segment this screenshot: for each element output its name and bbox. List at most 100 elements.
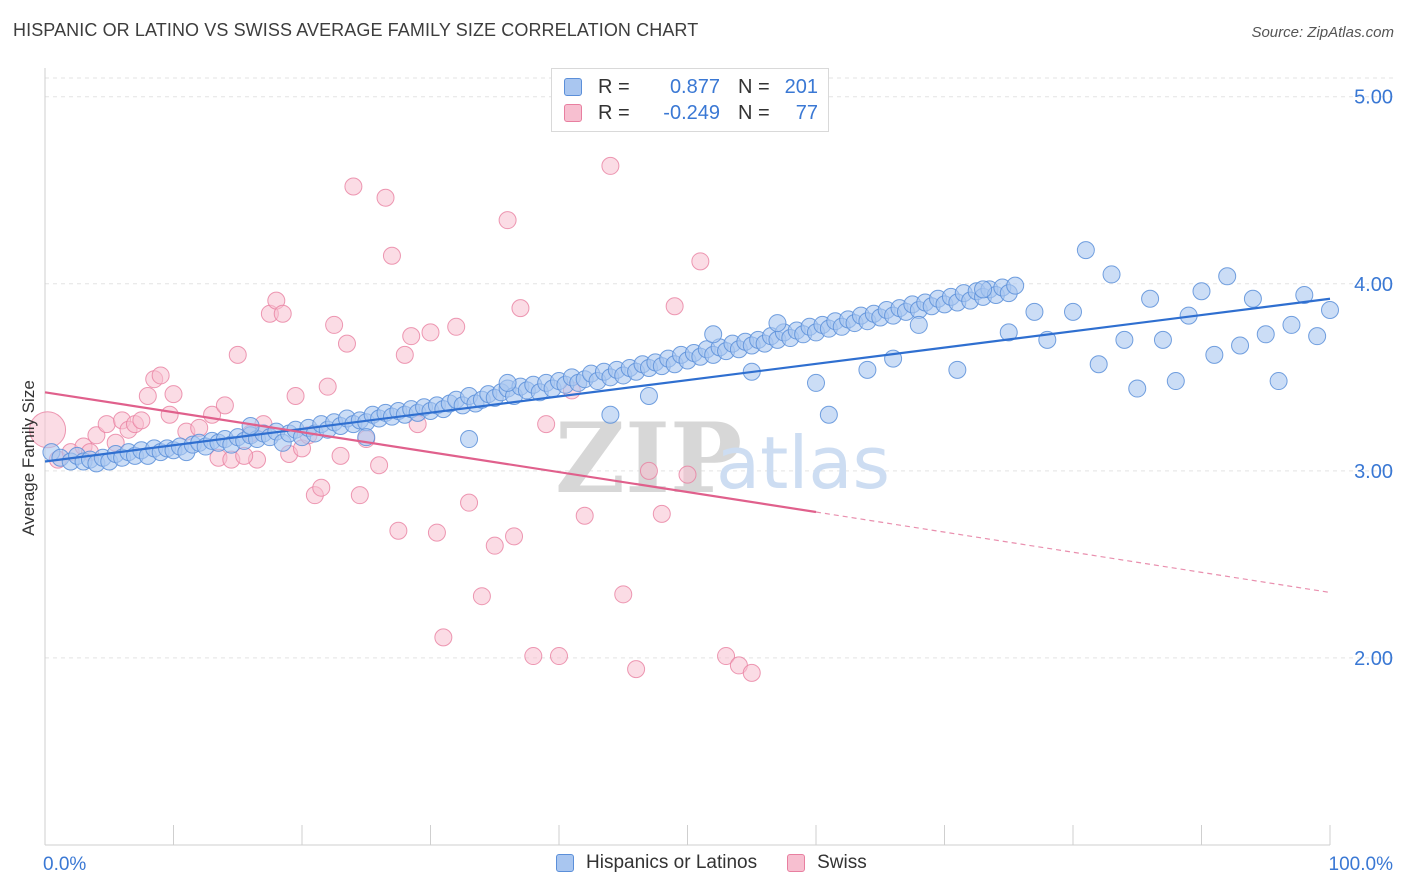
data-point-swiss — [190, 418, 209, 437]
data-point-swiss — [639, 461, 658, 480]
data-point-swiss — [97, 415, 116, 434]
data-point-hispanic — [1295, 286, 1314, 305]
legend-swatch-swiss — [564, 104, 582, 122]
data-point-hispanic — [1218, 267, 1237, 286]
data-point-swiss — [524, 647, 543, 666]
chart-title: HISPANIC OR LATINO VS SWISS AVERAGE FAMI… — [13, 20, 699, 40]
data-point-swiss — [337, 334, 356, 353]
data-point-swiss — [215, 396, 234, 415]
data-point-swiss — [485, 536, 504, 555]
bottom-legend-label: Swiss — [817, 852, 867, 873]
data-point-hispanic — [807, 373, 825, 392]
data-point-swiss — [228, 345, 247, 364]
data-point-hispanic — [1166, 372, 1185, 391]
y-tick-label: 3.00 — [1354, 461, 1393, 483]
data-point-hispanic — [1128, 379, 1147, 398]
legend-row-hispanic: R = 0.877 N = 201 — [564, 74, 818, 100]
data-point-swiss — [87, 426, 106, 445]
legend-row-swiss: R = -0.249 N = 77 — [564, 100, 818, 126]
watermark: ZIP atlas — [555, 402, 890, 515]
data-point-hispanic — [1321, 300, 1339, 319]
bottom-legend-swatch-swiss — [787, 854, 806, 872]
watermark-zip: ZIP — [555, 402, 742, 515]
data-point-hispanic — [1231, 336, 1250, 355]
y-axis-label: Average Family Size — [19, 380, 38, 536]
data-point-swiss — [151, 366, 170, 385]
data-point-swiss — [132, 411, 151, 430]
data-point-hispanic — [974, 280, 993, 299]
data-point-hispanic — [1256, 325, 1275, 344]
legend-n-label: N = — [738, 75, 770, 98]
data-point-hispanic — [704, 325, 723, 344]
bottom-legend-swatch-hispanic — [556, 854, 574, 872]
data-point-swiss — [312, 478, 331, 497]
x-tick-label: 0.0% — [43, 854, 86, 875]
bottom-legend: Hispanics or Latinos Swiss — [556, 852, 897, 874]
data-point-hispanic — [639, 387, 658, 406]
data-point-hispanic — [1076, 241, 1095, 260]
legend-r-label: R = — [598, 75, 630, 98]
y-tick-label: 2.00 — [1354, 648, 1393, 670]
data-point-swiss — [627, 660, 646, 679]
data-point-hispanic — [1243, 289, 1262, 308]
y-tick-label: 4.00 — [1354, 274, 1393, 296]
data-point-swiss — [601, 156, 620, 175]
data-point-swiss — [164, 385, 183, 404]
source-label: Source: ZipAtlas.com — [1251, 24, 1394, 41]
data-point-swiss — [382, 246, 401, 265]
legend-n-label: N = — [738, 101, 770, 124]
data-point-swiss — [370, 456, 389, 475]
x-tick-label: 100.0% — [1329, 854, 1394, 875]
data-point-swiss — [434, 628, 453, 647]
data-point-swiss — [550, 647, 568, 666]
trend-line-hispanic — [44, 297, 1331, 463]
data-point-swiss — [344, 177, 363, 196]
data-point-hispanic — [1308, 327, 1327, 346]
data-point-hispanic — [1269, 372, 1288, 391]
data-point-swiss — [325, 315, 344, 334]
data-point-hispanic — [819, 405, 838, 424]
data-point-hispanic — [601, 405, 620, 424]
data-point-swiss — [402, 327, 421, 346]
data-point-swiss — [273, 304, 292, 323]
data-point-hispanic — [1006, 276, 1025, 295]
data-point-hispanic — [1282, 315, 1301, 334]
data-point-swiss — [447, 317, 466, 336]
data-point-swiss — [472, 587, 491, 606]
data-point-hispanic — [1205, 345, 1224, 364]
data-point-hispanic — [1089, 355, 1108, 374]
data-point-hispanic — [1192, 282, 1211, 301]
data-point-swiss — [537, 415, 556, 434]
legend-swatch-hispanic — [564, 78, 582, 96]
data-point-hispanic — [1115, 330, 1134, 349]
data-point-hispanic — [858, 360, 877, 379]
data-point-swiss — [421, 323, 440, 342]
data-point-swiss — [350, 486, 369, 505]
watermark-atlas: atlas — [716, 421, 890, 505]
data-point-hispanic — [768, 314, 787, 333]
trend-line-swiss-extension — [815, 511, 1331, 594]
legend-r-value: 0.877 — [669, 75, 720, 98]
data-point-swiss — [389, 521, 408, 540]
data-point-swiss — [331, 446, 350, 465]
legend-r-value: -0.249 — [663, 101, 720, 124]
data-point-swiss — [460, 493, 479, 512]
data-point-hispanic — [460, 430, 479, 449]
legend-n-value: 201 — [784, 75, 818, 98]
tick-labels: 2.00 3.00 4.00 5.00 0.0% 100.0% — [43, 87, 1393, 875]
data-point-swiss — [691, 252, 710, 271]
data-point-swiss — [395, 345, 414, 364]
data-point-hispanic — [1153, 330, 1172, 349]
bottom-legend-hispanic: Hispanics or Latinos — [556, 852, 757, 874]
data-point-swiss — [505, 527, 524, 546]
swiss-points — [29, 156, 761, 682]
trend-line-swiss — [44, 391, 817, 514]
data-point-swiss — [498, 211, 517, 230]
legend: R = 0.877 N = 201 R = -0.249 N = 77 — [551, 68, 829, 132]
data-point-swiss — [575, 506, 594, 525]
data-point-swiss — [286, 387, 305, 406]
data-point-swiss — [160, 405, 179, 424]
data-point-hispanic — [498, 373, 517, 392]
data-point-swiss — [742, 663, 761, 682]
